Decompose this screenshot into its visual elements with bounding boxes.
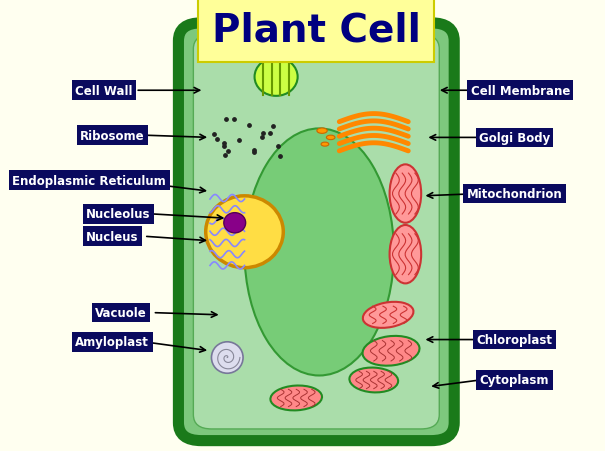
Text: Mitochondrion: Mitochondrion [466, 188, 563, 201]
Point [219, 140, 229, 147]
Text: Nucleus: Nucleus [86, 230, 139, 243]
Point [273, 143, 283, 150]
Text: Cell Wall: Cell Wall [75, 84, 132, 97]
Ellipse shape [321, 143, 329, 147]
Ellipse shape [390, 226, 421, 284]
Point [258, 130, 268, 137]
Ellipse shape [255, 59, 298, 97]
Text: Plant Cell: Plant Cell [212, 12, 420, 50]
Text: Chloroplast: Chloroplast [477, 333, 552, 346]
Ellipse shape [224, 213, 246, 233]
Point [266, 130, 275, 138]
Text: Golgi Body: Golgi Body [479, 132, 550, 145]
Ellipse shape [390, 165, 421, 223]
Point [234, 137, 244, 144]
Point [257, 134, 267, 141]
Text: Nucleolus: Nucleolus [86, 208, 150, 221]
FancyBboxPatch shape [194, 36, 439, 429]
Text: Vacuole: Vacuole [95, 306, 147, 319]
Point [229, 116, 239, 123]
Text: Amyloplast: Amyloplast [76, 336, 149, 349]
Point [219, 143, 229, 150]
Point [221, 152, 231, 159]
Point [209, 131, 219, 138]
Ellipse shape [244, 129, 394, 376]
Point [275, 153, 284, 160]
Ellipse shape [326, 136, 335, 140]
Ellipse shape [317, 129, 327, 134]
Point [244, 122, 254, 129]
Ellipse shape [270, 386, 322, 410]
Point [223, 148, 232, 155]
Ellipse shape [206, 196, 283, 268]
Text: Cytoplasm: Cytoplasm [480, 373, 549, 387]
Ellipse shape [212, 342, 243, 373]
FancyBboxPatch shape [178, 24, 454, 441]
Point [212, 136, 222, 143]
Point [249, 147, 259, 154]
Ellipse shape [362, 336, 419, 366]
Text: Endoplasmic Reticulum: Endoplasmic Reticulum [13, 174, 166, 187]
Ellipse shape [350, 368, 398, 392]
Point [249, 149, 259, 156]
Ellipse shape [363, 302, 413, 328]
Point [221, 116, 231, 124]
Text: Cell Membrane: Cell Membrane [471, 84, 570, 97]
Point [268, 123, 278, 130]
Text: Ribosome: Ribosome [80, 129, 145, 143]
